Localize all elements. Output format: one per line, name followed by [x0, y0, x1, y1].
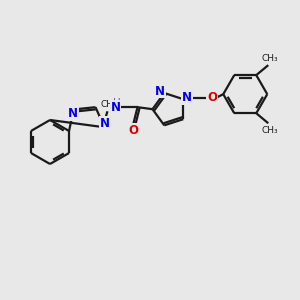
Text: N: N: [100, 117, 110, 130]
Text: N: N: [182, 91, 192, 104]
Text: CH₃: CH₃: [262, 126, 279, 135]
Text: O: O: [207, 91, 217, 104]
Text: N: N: [68, 107, 78, 120]
Text: O: O: [128, 124, 139, 137]
Text: N: N: [155, 85, 165, 98]
Text: CH₃: CH₃: [262, 54, 279, 63]
Text: N: N: [110, 101, 121, 114]
Text: CH₃: CH₃: [100, 100, 117, 109]
Text: H: H: [112, 98, 120, 108]
